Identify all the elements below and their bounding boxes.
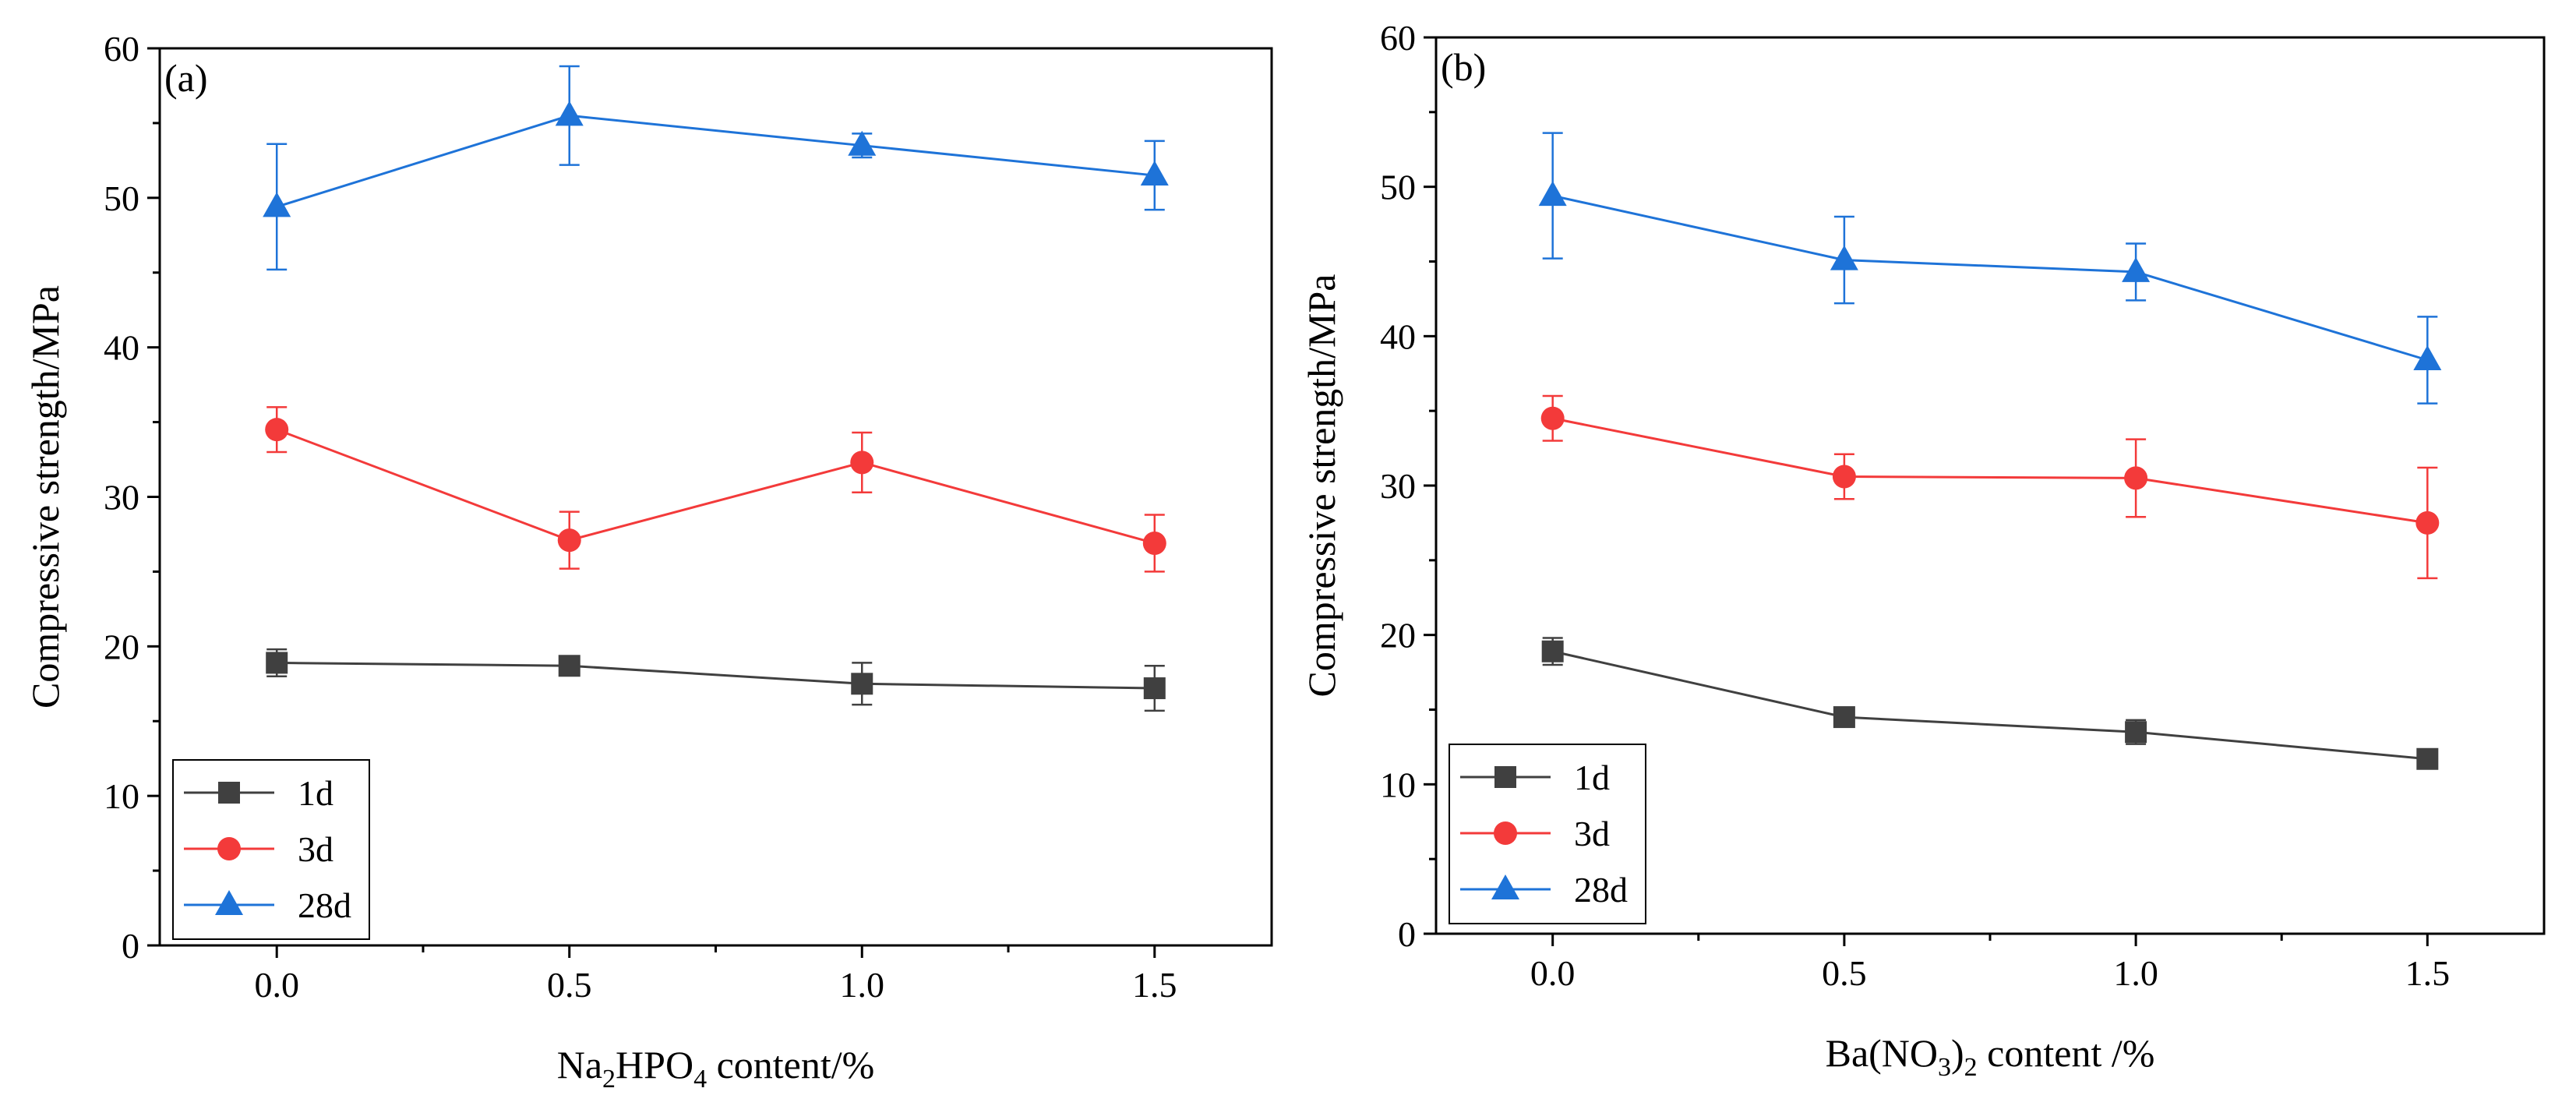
chart-a-point-28d (263, 192, 291, 217)
xlabel-subscript: 3 (1938, 1053, 1951, 1082)
chart-b-point-3d (2124, 466, 2148, 490)
chart-a-ytick-label: 50 (104, 178, 139, 218)
chart-a-point-1d (558, 655, 580, 677)
chart-a-xtick-label: 0.0 (254, 965, 299, 1005)
chart-b-ytick-label: 10 (1380, 765, 1416, 804)
chart-b-point-1d (2125, 721, 2147, 744)
chart-a-legend-marker-1d (218, 782, 240, 804)
chart-a-ytick-label: 30 (104, 478, 139, 518)
chart-b-ytick-label: 60 (1380, 18, 1416, 58)
chart-b-ytick-label: 20 (1380, 616, 1416, 655)
chart-a-legend: 1d 3d 28d (172, 759, 370, 940)
chart-b-ytick-label: 30 (1380, 466, 1416, 506)
chart-b-series-1d (1541, 637, 2439, 770)
chart-b-point-1d (1541, 640, 1564, 662)
chart-a-ytick-label: 20 (104, 627, 139, 666)
chart-a-point-28d (1140, 161, 1169, 186)
chart-b-point-3d (2415, 511, 2440, 535)
chart-a-xlabel: Na2HPO4 content/% (557, 1043, 875, 1094)
chart-b-ytick-label: 0 (1398, 914, 1416, 954)
xlabel-part: content /% (1978, 1031, 2155, 1075)
chart-a-point-28d (848, 130, 877, 156)
chart-b-point-3d (1540, 406, 1565, 430)
chart-a-legend-label-28d: 28d (298, 885, 351, 925)
chart-a-point-28d (555, 101, 584, 126)
chart-a-ytick-label: 0 (122, 926, 139, 966)
chart-a-legend-marker-28d (215, 890, 243, 915)
chart-b-legend-label-1d: 1d (1574, 758, 1610, 797)
chart-a-legend-label-1d: 1d (298, 773, 333, 813)
chart-b-point-1d (1833, 706, 1855, 729)
chart-a-panel-label: (a) (164, 56, 208, 100)
chart-a-point-1d (266, 652, 288, 674)
xlabel-part: ) (1951, 1031, 1964, 1075)
chart-a-xtick-label: 1.0 (840, 965, 885, 1005)
chart-b-xtick-label: 1.5 (2405, 953, 2451, 993)
chart-a-point-3d (1142, 531, 1166, 555)
chart-a-line-3d (276, 428, 1156, 545)
chart-a-ytick-label: 10 (104, 776, 139, 816)
chart-b-xlabel: Ba(NO3)2 content /% (1826, 1031, 2155, 1082)
chart-b-point-3d (1832, 465, 1856, 489)
chart-a-xtick-label: 0.5 (547, 965, 592, 1005)
chart-a-point-3d (557, 528, 581, 553)
chart-panel-b: 0 10 20 30 40 50 60 0.0 0.5 1.0 1.5 (b) Compressive … (1300, 18, 2546, 1082)
chart-b-series-28d (1538, 132, 2442, 405)
chart-b-xtick-label: 0.0 (1530, 953, 1576, 993)
chart-a-ytick-label: 40 (104, 328, 139, 368)
chart-a-line-28d (276, 114, 1155, 208)
chart-b-ylabel: Compressive strength/MPa (1300, 274, 1343, 697)
chart-a-point-1d (851, 673, 873, 695)
chart-a-xtick-label: 1.5 (1132, 965, 1177, 1005)
chart-a-line-1d (277, 661, 1155, 690)
chart-b-point-1d (2416, 747, 2439, 770)
chart-b-ytick-label: 50 (1380, 168, 1416, 207)
chart-a-legend-marker-3d (217, 837, 241, 860)
chart-a-point-3d (265, 418, 289, 442)
chart-b-line-3d (1552, 417, 2428, 525)
chart-a-series-3d (265, 406, 1166, 573)
chart-b-point-28d (2122, 256, 2151, 282)
chart-a-point-1d (1143, 677, 1166, 700)
chart-a-ylabel: Compressive strength/MPa (23, 285, 67, 708)
chart-b-legend-marker-28d (1491, 874, 1519, 899)
chart-panel-a: 0 10 20 30 40 50 60 0.0 0.5 1.0 1.5 (a) Compressive … (23, 29, 1273, 1094)
chart-b-legend-label-3d: 3d (1574, 814, 1610, 853)
chart-b-line-1d (1552, 650, 2428, 761)
xlabel-part: Ba(NO (1826, 1031, 1938, 1075)
chart-b-xtick-label: 1.0 (2113, 953, 2158, 993)
chart-b-series-3d (1540, 394, 2440, 580)
chart-b-line-28d (1552, 194, 2428, 362)
chart-a-series-1d (266, 648, 1166, 712)
chart-b-point-28d (1830, 245, 1858, 270)
xlabel-part: HPO (616, 1043, 693, 1086)
xlabel-part: content/% (707, 1043, 874, 1086)
chart-b-point-28d (1538, 181, 1567, 207)
chart-b-legend-marker-3d (1494, 821, 1517, 845)
chart-b-legend-marker-1d (1494, 766, 1516, 788)
chart-a-series-28d (263, 65, 1169, 271)
xlabel-subscript: 2 (1964, 1053, 1978, 1082)
xlabel-subscript: 2 (602, 1065, 616, 1094)
chart-b-panel-label: (b) (1441, 45, 1486, 89)
chart-b-point-28d (2413, 345, 2442, 370)
chart-b-ytick-label: 40 (1380, 316, 1416, 356)
chart-a-legend-label-3d: 3d (298, 829, 333, 869)
xlabel-part: Na (557, 1043, 602, 1086)
chart-b-legend-label-28d: 28d (1574, 870, 1628, 910)
chart-b-xtick-label: 0.5 (1822, 953, 1867, 993)
xlabel-subscript: 4 (693, 1065, 707, 1094)
chart-b-legend: 1d 3d 28d (1449, 744, 1646, 924)
chart-a-ytick-label: 60 (104, 29, 139, 69)
chart-a-point-3d (850, 450, 874, 475)
